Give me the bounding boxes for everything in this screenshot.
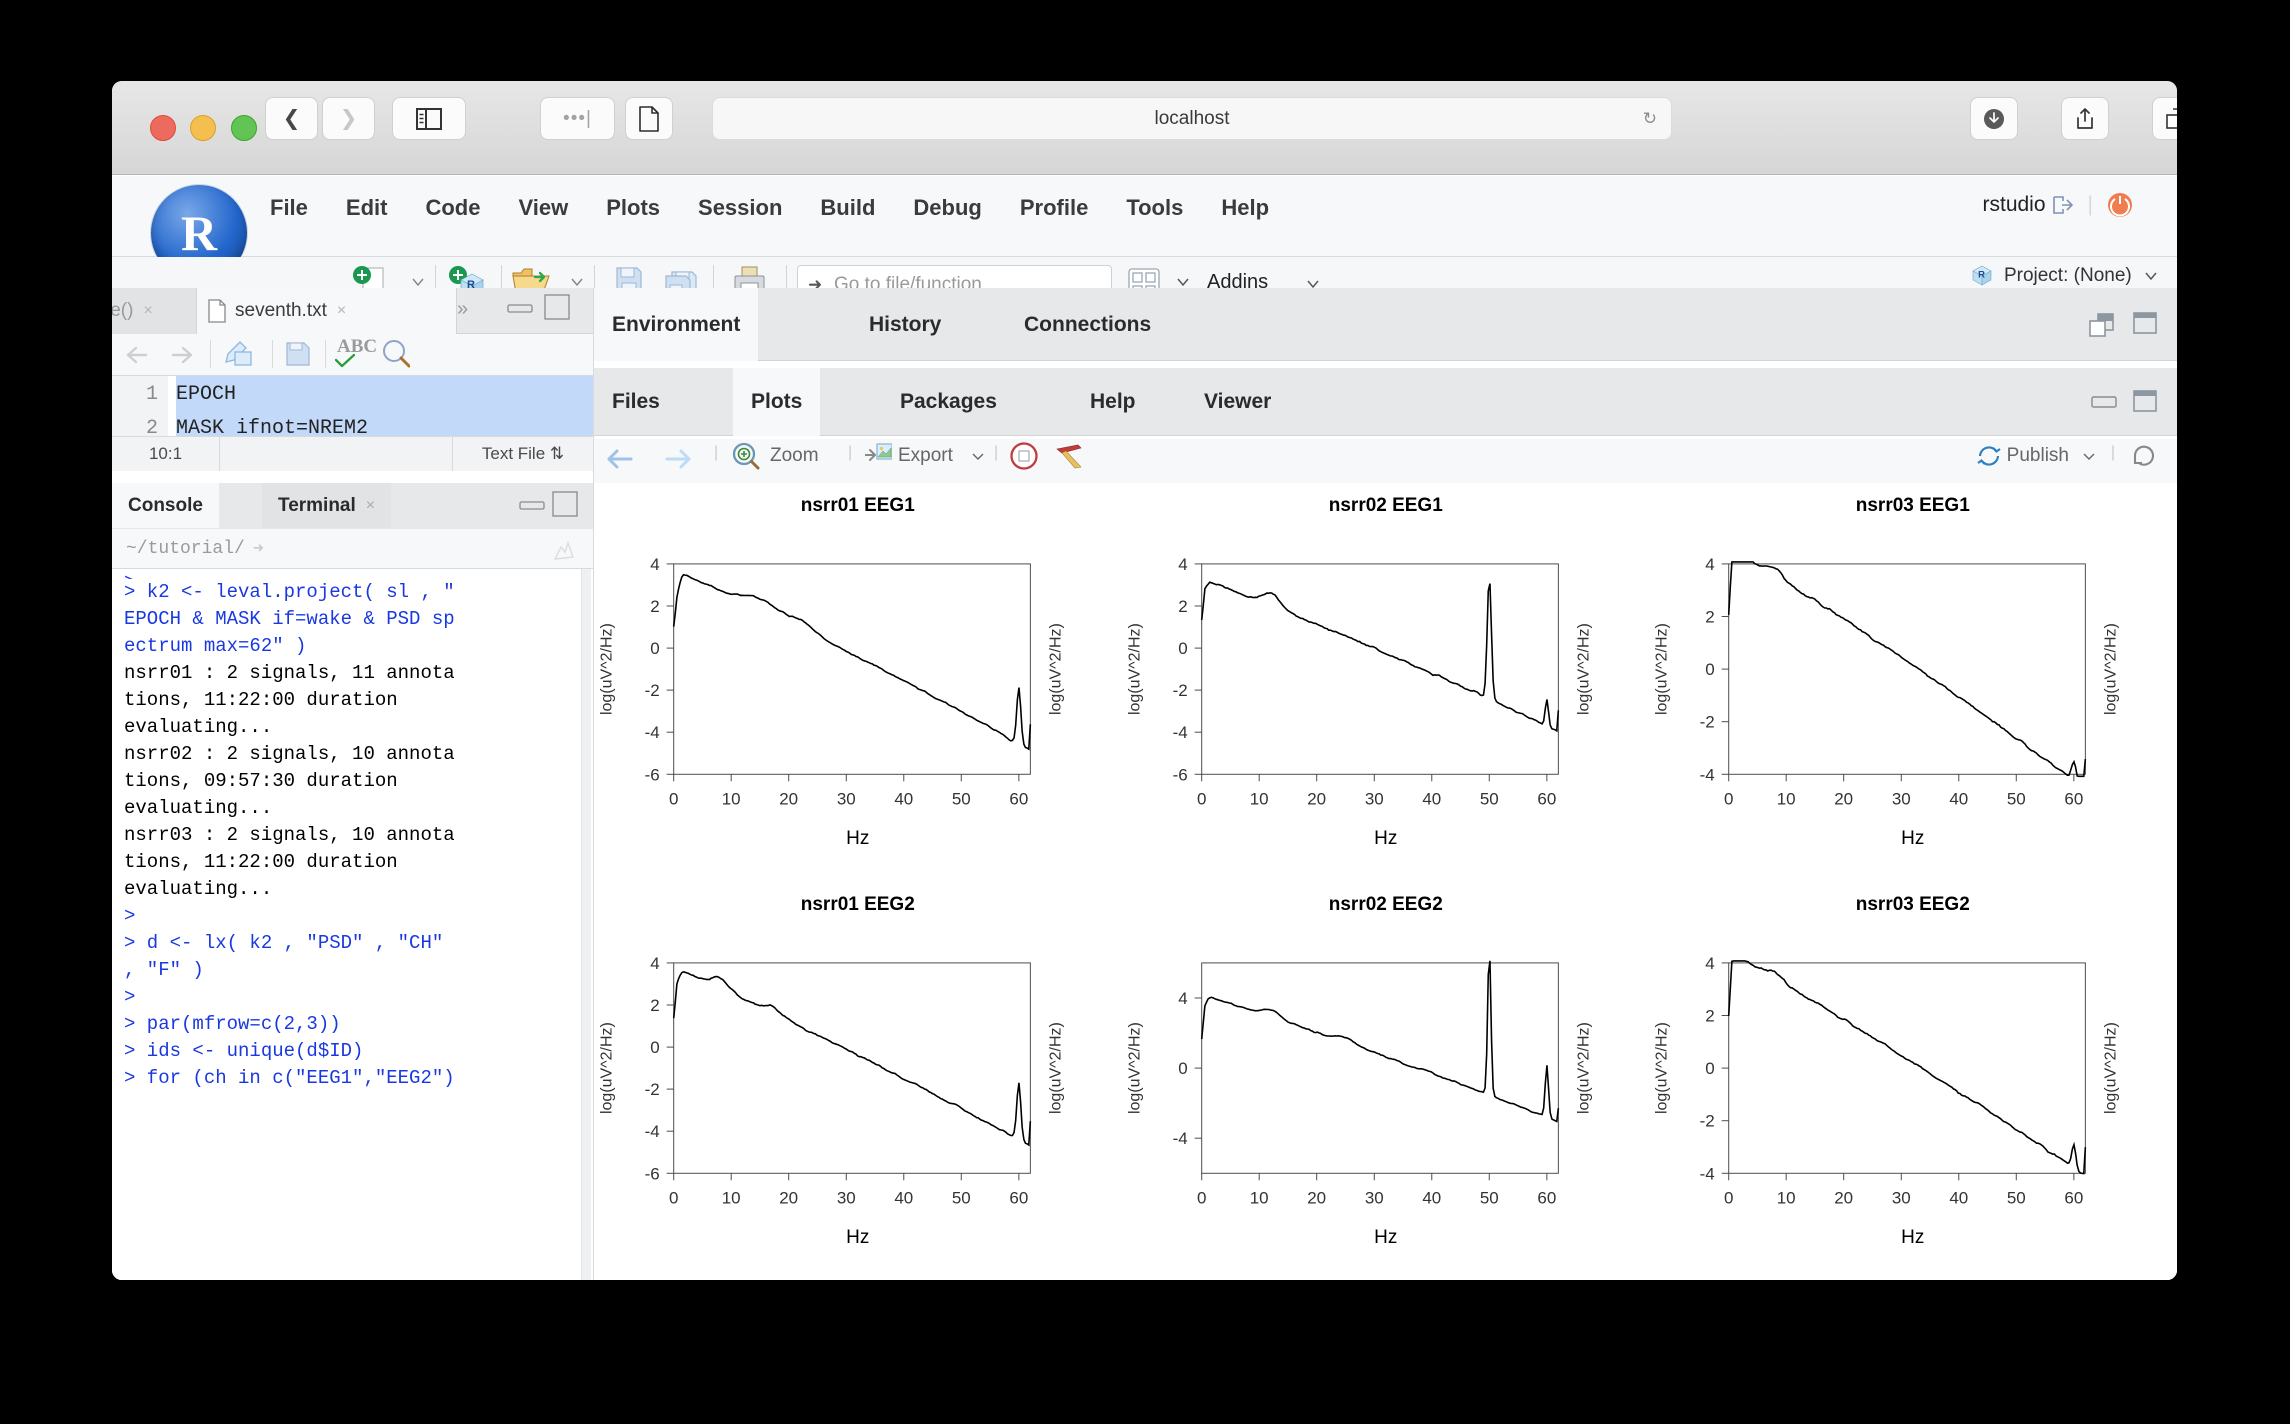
svg-text:2: 2 bbox=[1706, 1006, 1715, 1025]
svg-text:-2: -2 bbox=[645, 1080, 660, 1099]
svg-text:2: 2 bbox=[650, 996, 659, 1015]
svg-text:4: 4 bbox=[1178, 989, 1187, 1008]
svg-text:nsrr02 EEG1: nsrr02 EEG1 bbox=[1328, 495, 1442, 516]
svg-text:30: 30 bbox=[1892, 789, 1911, 808]
svg-text:40: 40 bbox=[1422, 1188, 1441, 1207]
svg-text:nsrr03 EEG2: nsrr03 EEG2 bbox=[1856, 893, 1970, 914]
svg-text:0: 0 bbox=[1706, 1059, 1715, 1078]
svg-text:0: 0 bbox=[1724, 789, 1733, 808]
svg-text:Hz: Hz bbox=[1374, 828, 1397, 849]
svg-text:-2: -2 bbox=[645, 681, 660, 700]
svg-text:10: 10 bbox=[1777, 789, 1796, 808]
svg-text:4: 4 bbox=[1706, 953, 1715, 972]
svg-text:-2: -2 bbox=[1172, 681, 1187, 700]
svg-text:50: 50 bbox=[2007, 789, 2026, 808]
svg-text:4: 4 bbox=[1706, 555, 1715, 574]
svg-text:log(uV^2/Hz): log(uV^2/Hz) bbox=[599, 623, 616, 715]
svg-text:log(uV^2/Hz): log(uV^2/Hz) bbox=[1654, 623, 1671, 715]
svg-text:log(uV^2/Hz): log(uV^2/Hz) bbox=[1654, 1022, 1671, 1114]
svg-text:30: 30 bbox=[1364, 1188, 1383, 1207]
svg-text:40: 40 bbox=[1950, 789, 1969, 808]
svg-text:4: 4 bbox=[650, 555, 659, 574]
svg-text:-4: -4 bbox=[645, 1122, 660, 1141]
svg-text:50: 50 bbox=[2007, 1188, 2026, 1207]
svg-text:0: 0 bbox=[1197, 1188, 1206, 1207]
svg-text:2: 2 bbox=[1178, 597, 1187, 616]
svg-text:Hz: Hz bbox=[1902, 828, 1925, 849]
svg-text:60: 60 bbox=[2065, 1188, 2084, 1207]
svg-text:-2: -2 bbox=[1700, 1111, 1715, 1130]
svg-text:0: 0 bbox=[1178, 1059, 1187, 1078]
svg-text:log(uV^2/Hz): log(uV^2/Hz) bbox=[599, 1022, 616, 1114]
svg-text:10: 10 bbox=[722, 789, 741, 808]
svg-text:30: 30 bbox=[837, 789, 856, 808]
svg-text:0: 0 bbox=[650, 1038, 659, 1057]
svg-text:0: 0 bbox=[669, 1188, 678, 1207]
svg-text:log(uV^2/Hz): log(uV^2/Hz) bbox=[1047, 623, 1064, 715]
svg-text:-2: -2 bbox=[1700, 713, 1715, 732]
svg-text:-4: -4 bbox=[1700, 1164, 1715, 1183]
svg-text:4: 4 bbox=[650, 953, 659, 972]
svg-text:10: 10 bbox=[722, 1188, 741, 1207]
svg-text:log(uV^2/Hz): log(uV^2/Hz) bbox=[1047, 1022, 1064, 1114]
svg-text:20: 20 bbox=[1835, 789, 1854, 808]
svg-text:log(uV^2/Hz): log(uV^2/Hz) bbox=[1126, 623, 1143, 715]
svg-text:nsrr01 EEG1: nsrr01 EEG1 bbox=[801, 495, 915, 516]
svg-text:nsrr02 EEG2: nsrr02 EEG2 bbox=[1328, 893, 1442, 914]
svg-text:log(uV^2/Hz): log(uV^2/Hz) bbox=[1575, 1022, 1592, 1114]
svg-text:40: 40 bbox=[894, 1188, 913, 1207]
svg-text:nsrr03 EEG1: nsrr03 EEG1 bbox=[1856, 495, 1970, 516]
svg-text:Hz: Hz bbox=[1902, 1226, 1925, 1247]
svg-text:10: 10 bbox=[1777, 1188, 1796, 1207]
svg-text:30: 30 bbox=[1892, 1188, 1911, 1207]
svg-text:-4: -4 bbox=[645, 723, 660, 742]
svg-text:log(uV^2/Hz): log(uV^2/Hz) bbox=[2103, 1022, 2120, 1114]
svg-text:2: 2 bbox=[1706, 608, 1715, 627]
svg-text:30: 30 bbox=[1364, 789, 1383, 808]
svg-text:50: 50 bbox=[1479, 789, 1498, 808]
svg-text:40: 40 bbox=[894, 789, 913, 808]
svg-text:log(uV^2/Hz): log(uV^2/Hz) bbox=[2103, 623, 2120, 715]
svg-text:0: 0 bbox=[1178, 639, 1187, 658]
svg-text:Hz: Hz bbox=[1374, 1226, 1397, 1247]
svg-text:20: 20 bbox=[779, 789, 798, 808]
svg-text:0: 0 bbox=[1706, 660, 1715, 679]
svg-text:40: 40 bbox=[1950, 1188, 1969, 1207]
svg-text:0: 0 bbox=[650, 639, 659, 658]
svg-text:60: 60 bbox=[1537, 789, 1556, 808]
svg-text:10: 10 bbox=[1249, 1188, 1268, 1207]
svg-text:-4: -4 bbox=[1172, 1129, 1187, 1148]
svg-text:20: 20 bbox=[1835, 1188, 1854, 1207]
svg-text:-6: -6 bbox=[645, 765, 660, 784]
svg-text:30: 30 bbox=[837, 1188, 856, 1207]
svg-text:50: 50 bbox=[952, 1188, 971, 1207]
svg-text:20: 20 bbox=[1307, 1188, 1326, 1207]
svg-text:log(uV^2/Hz): log(uV^2/Hz) bbox=[1126, 1022, 1143, 1114]
svg-text:R: R bbox=[1978, 270, 1985, 281]
svg-text:2: 2 bbox=[650, 597, 659, 616]
svg-text:60: 60 bbox=[2065, 789, 2084, 808]
svg-text:50: 50 bbox=[1479, 1188, 1498, 1207]
svg-text:60: 60 bbox=[1537, 1188, 1556, 1207]
svg-text:nsrr01 EEG2: nsrr01 EEG2 bbox=[801, 893, 915, 914]
svg-text:50: 50 bbox=[952, 789, 971, 808]
svg-text:Hz: Hz bbox=[846, 828, 869, 849]
svg-text:log(uV^2/Hz): log(uV^2/Hz) bbox=[1575, 623, 1592, 715]
svg-text:4: 4 bbox=[1178, 555, 1187, 574]
svg-text:60: 60 bbox=[1009, 789, 1028, 808]
svg-text:0: 0 bbox=[1724, 1188, 1733, 1207]
svg-text:-6: -6 bbox=[645, 1164, 660, 1183]
svg-text:-4: -4 bbox=[1700, 765, 1715, 784]
svg-text:60: 60 bbox=[1009, 1188, 1028, 1207]
svg-text:0: 0 bbox=[669, 789, 678, 808]
svg-text:20: 20 bbox=[1307, 789, 1326, 808]
svg-text:Hz: Hz bbox=[846, 1226, 869, 1247]
svg-text:40: 40 bbox=[1422, 789, 1441, 808]
svg-text:10: 10 bbox=[1249, 789, 1268, 808]
svg-text:-6: -6 bbox=[1172, 765, 1187, 784]
svg-text:-4: -4 bbox=[1172, 723, 1187, 742]
svg-text:20: 20 bbox=[779, 1188, 798, 1207]
svg-text:0: 0 bbox=[1197, 789, 1206, 808]
